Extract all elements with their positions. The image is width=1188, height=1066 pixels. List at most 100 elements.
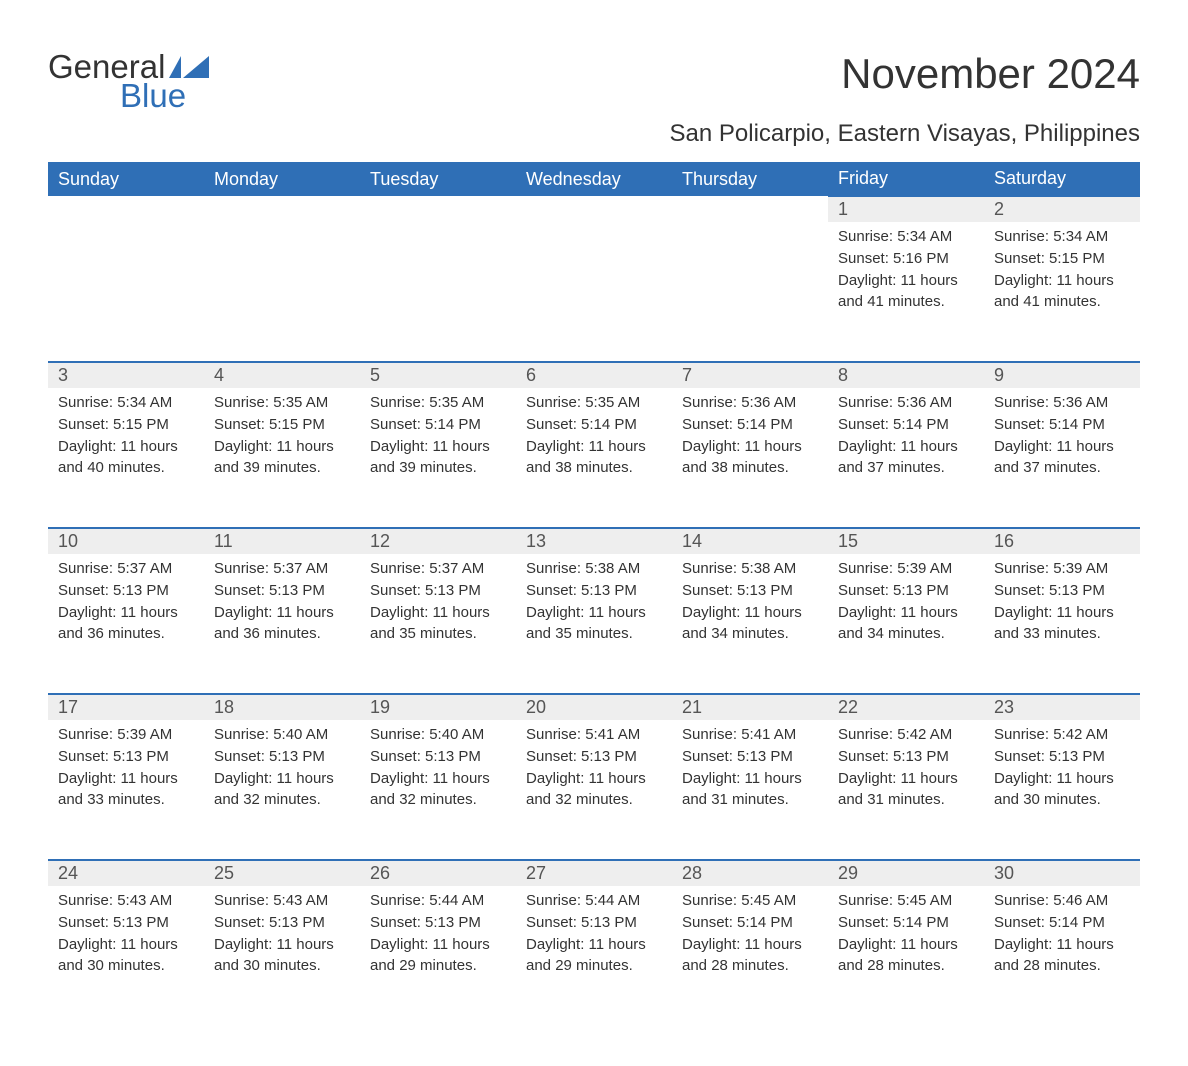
empty-day [204, 196, 360, 222]
daylight-line: Daylight: 11 hours and 36 minutes. [58, 602, 194, 646]
sunset-line: Sunset: 5:14 PM [994, 912, 1130, 934]
logo-word2: Blue [120, 79, 209, 112]
day-cell: Sunrise: 5:39 AMSunset: 5:13 PMDaylight:… [828, 554, 984, 694]
sunrise-line: Sunrise: 5:37 AM [58, 558, 194, 580]
daylight-line: Daylight: 11 hours and 39 minutes. [370, 436, 506, 480]
daylight-line: Daylight: 11 hours and 30 minutes. [994, 768, 1130, 812]
day-number: 1 [828, 196, 984, 222]
day-number: 12 [360, 528, 516, 554]
logo: General Blue [48, 50, 209, 112]
day-number: 13 [516, 528, 672, 554]
sunrise-line: Sunrise: 5:38 AM [682, 558, 818, 580]
calendar-table: SundayMondayTuesdayWednesdayThursdayFrid… [48, 162, 1140, 1026]
sunrise-line: Sunrise: 5:39 AM [838, 558, 974, 580]
sunset-line: Sunset: 5:13 PM [682, 746, 818, 768]
daylight-line: Daylight: 11 hours and 28 minutes. [838, 934, 974, 978]
daylight-line: Daylight: 11 hours and 34 minutes. [838, 602, 974, 646]
sunrise-line: Sunrise: 5:34 AM [58, 392, 194, 414]
daylight-line: Daylight: 11 hours and 41 minutes. [838, 270, 974, 314]
day-number: 18 [204, 694, 360, 720]
day-number: 21 [672, 694, 828, 720]
sunset-line: Sunset: 5:14 PM [682, 414, 818, 436]
empty-day [672, 222, 828, 362]
day-number: 10 [48, 528, 204, 554]
day-number: 23 [984, 694, 1140, 720]
day-number: 2 [984, 196, 1140, 222]
day-cell: Sunrise: 5:39 AMSunset: 5:13 PMDaylight:… [984, 554, 1140, 694]
sunset-line: Sunset: 5:13 PM [58, 912, 194, 934]
day-number: 16 [984, 528, 1140, 554]
sunset-line: Sunset: 5:13 PM [214, 912, 350, 934]
sunset-line: Sunset: 5:13 PM [214, 580, 350, 602]
daylight-line: Daylight: 11 hours and 31 minutes. [838, 768, 974, 812]
day-cell: Sunrise: 5:44 AMSunset: 5:13 PMDaylight:… [516, 886, 672, 1026]
daylight-line: Daylight: 11 hours and 28 minutes. [994, 934, 1130, 978]
empty-day [48, 222, 204, 362]
day-cell: Sunrise: 5:37 AMSunset: 5:13 PMDaylight:… [204, 554, 360, 694]
day-header: Friday [828, 162, 984, 196]
sunset-line: Sunset: 5:14 PM [994, 414, 1130, 436]
sunrise-line: Sunrise: 5:42 AM [994, 724, 1130, 746]
daylight-line: Daylight: 11 hours and 38 minutes. [682, 436, 818, 480]
sunrise-line: Sunrise: 5:40 AM [214, 724, 350, 746]
day-number: 7 [672, 362, 828, 388]
day-cell: Sunrise: 5:45 AMSunset: 5:14 PMDaylight:… [672, 886, 828, 1026]
sunrise-line: Sunrise: 5:46 AM [994, 890, 1130, 912]
day-number: 5 [360, 362, 516, 388]
empty-day [360, 222, 516, 362]
sunset-line: Sunset: 5:13 PM [370, 580, 506, 602]
sunrise-line: Sunrise: 5:36 AM [994, 392, 1130, 414]
day-number: 19 [360, 694, 516, 720]
sunset-line: Sunset: 5:13 PM [58, 580, 194, 602]
day-cell: Sunrise: 5:34 AMSunset: 5:16 PMDaylight:… [828, 222, 984, 362]
daylight-line: Daylight: 11 hours and 38 minutes. [526, 436, 662, 480]
empty-day [672, 196, 828, 222]
day-cell: Sunrise: 5:37 AMSunset: 5:13 PMDaylight:… [360, 554, 516, 694]
day-number: 6 [516, 362, 672, 388]
day-cell: Sunrise: 5:35 AMSunset: 5:15 PMDaylight:… [204, 388, 360, 528]
sunset-line: Sunset: 5:14 PM [838, 414, 974, 436]
daylight-line: Daylight: 11 hours and 35 minutes. [526, 602, 662, 646]
day-number: 28 [672, 860, 828, 886]
empty-day [204, 222, 360, 362]
day-cell: Sunrise: 5:36 AMSunset: 5:14 PMDaylight:… [672, 388, 828, 528]
sunrise-line: Sunrise: 5:37 AM [370, 558, 506, 580]
sunrise-line: Sunrise: 5:34 AM [838, 226, 974, 248]
day-header: Monday [204, 162, 360, 196]
sunrise-line: Sunrise: 5:39 AM [994, 558, 1130, 580]
sunset-line: Sunset: 5:13 PM [526, 746, 662, 768]
day-number: 11 [204, 528, 360, 554]
day-cell: Sunrise: 5:39 AMSunset: 5:13 PMDaylight:… [48, 720, 204, 860]
sunrise-line: Sunrise: 5:35 AM [214, 392, 350, 414]
day-cell: Sunrise: 5:38 AMSunset: 5:13 PMDaylight:… [516, 554, 672, 694]
daylight-line: Daylight: 11 hours and 41 minutes. [994, 270, 1130, 314]
day-number: 17 [48, 694, 204, 720]
calendar-header-row: SundayMondayTuesdayWednesdayThursdayFrid… [48, 162, 1140, 196]
daylight-line: Daylight: 11 hours and 30 minutes. [214, 934, 350, 978]
day-cell: Sunrise: 5:37 AMSunset: 5:13 PMDaylight:… [48, 554, 204, 694]
sunset-line: Sunset: 5:13 PM [994, 746, 1130, 768]
sunrise-line: Sunrise: 5:37 AM [214, 558, 350, 580]
daylight-line: Daylight: 11 hours and 28 minutes. [682, 934, 818, 978]
day-header: Wednesday [516, 162, 672, 196]
day-cell: Sunrise: 5:43 AMSunset: 5:13 PMDaylight:… [48, 886, 204, 1026]
day-cell: Sunrise: 5:42 AMSunset: 5:13 PMDaylight:… [984, 720, 1140, 860]
daylight-line: Daylight: 11 hours and 32 minutes. [370, 768, 506, 812]
sunrise-line: Sunrise: 5:35 AM [370, 392, 506, 414]
day-number: 9 [984, 362, 1140, 388]
sunset-line: Sunset: 5:13 PM [370, 912, 506, 934]
sunrise-line: Sunrise: 5:41 AM [682, 724, 818, 746]
empty-day [48, 196, 204, 222]
day-header: Saturday [984, 162, 1140, 196]
sunset-line: Sunset: 5:13 PM [526, 580, 662, 602]
empty-day [516, 196, 672, 222]
sunrise-line: Sunrise: 5:43 AM [58, 890, 194, 912]
day-number: 25 [204, 860, 360, 886]
day-number: 15 [828, 528, 984, 554]
daylight-line: Daylight: 11 hours and 31 minutes. [682, 768, 818, 812]
daylight-line: Daylight: 11 hours and 35 minutes. [370, 602, 506, 646]
day-cell: Sunrise: 5:34 AMSunset: 5:15 PMDaylight:… [48, 388, 204, 528]
sunset-line: Sunset: 5:13 PM [58, 746, 194, 768]
sunrise-line: Sunrise: 5:36 AM [838, 392, 974, 414]
sunset-line: Sunset: 5:14 PM [526, 414, 662, 436]
